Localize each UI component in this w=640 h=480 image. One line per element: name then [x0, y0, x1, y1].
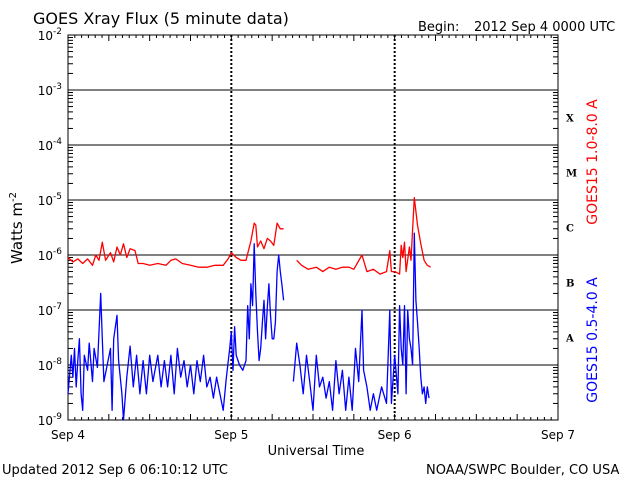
series-line-long	[67, 222, 284, 268]
flare-class-label: C	[566, 224, 574, 235]
series-line-long	[296, 197, 431, 275]
y-tick-exp: -7	[53, 302, 62, 312]
begin-value: 2012 Sep 4 0000 UTC	[474, 20, 615, 35]
y-tick-label: 10-2	[38, 27, 62, 43]
x-tick-label: Sep 4	[51, 428, 85, 442]
flare-class-label: B	[566, 279, 574, 290]
y-tick-exp: -5	[53, 192, 62, 202]
y-axis-label: Watts m-2	[8, 192, 26, 264]
x-tick-label: Sep 7	[541, 428, 575, 442]
footer-updated: Updated 2012 Sep 6 06:10:12 UTC	[2, 463, 228, 478]
y-axis-label-text: Watts m	[8, 202, 26, 264]
y-tick-base: 10	[38, 414, 53, 428]
y-tick-exp: -4	[53, 137, 62, 147]
y-tick-label: 10-5	[38, 192, 62, 208]
y-tick-exp: -8	[53, 357, 62, 367]
y-tick-exp: -2	[53, 27, 62, 37]
plot-frame	[67, 34, 559, 421]
y-tick-base: 10	[38, 194, 53, 208]
footer-credit: NOAA/SWPC Boulder, CO USA	[426, 463, 619, 478]
legend-series-long: GOES15 1.0-8.0 A	[585, 99, 601, 225]
legend-series-short: GOES15 0.5-4.0 A	[585, 277, 601, 403]
y-tick-base: 10	[38, 84, 53, 98]
y-tick-base: 10	[38, 359, 53, 373]
y-tick-label: 10-6	[38, 247, 63, 263]
y-tick-exp: -6	[53, 247, 62, 257]
y-tick-label: 10-4	[38, 137, 63, 153]
series-layer	[67, 197, 431, 421]
y-tick-exp: -3	[53, 82, 62, 92]
y-tick-base: 10	[38, 249, 53, 263]
y-tick-base: 10	[38, 304, 53, 318]
x-tick-label: Sep 5	[214, 428, 248, 442]
series-line-short	[292, 232, 430, 411]
series-line-short	[67, 243, 285, 421]
chart-title: GOES Xray Flux (5 minute data)	[33, 9, 289, 28]
x-axis-label: Universal Time	[268, 444, 365, 459]
y-tick-label: 10-9	[38, 412, 63, 428]
y-axis-label-exp: -2	[8, 192, 19, 202]
y-tick-label: 10-3	[38, 82, 62, 98]
begin-label: Begin:	[418, 20, 459, 35]
flare-class-label: M	[566, 169, 577, 180]
x-tick-label: Sep 6	[378, 428, 412, 442]
y-tick-base: 10	[38, 139, 53, 153]
flare-class-label: X	[566, 114, 574, 125]
y-tick-label: 10-8	[38, 357, 63, 373]
flare-class-label: A	[565, 334, 574, 345]
grid-layer	[68, 35, 558, 420]
y-tick-exp: -9	[53, 412, 62, 422]
y-tick-label: 10-7	[38, 302, 62, 318]
y-tick-base: 10	[38, 29, 53, 43]
